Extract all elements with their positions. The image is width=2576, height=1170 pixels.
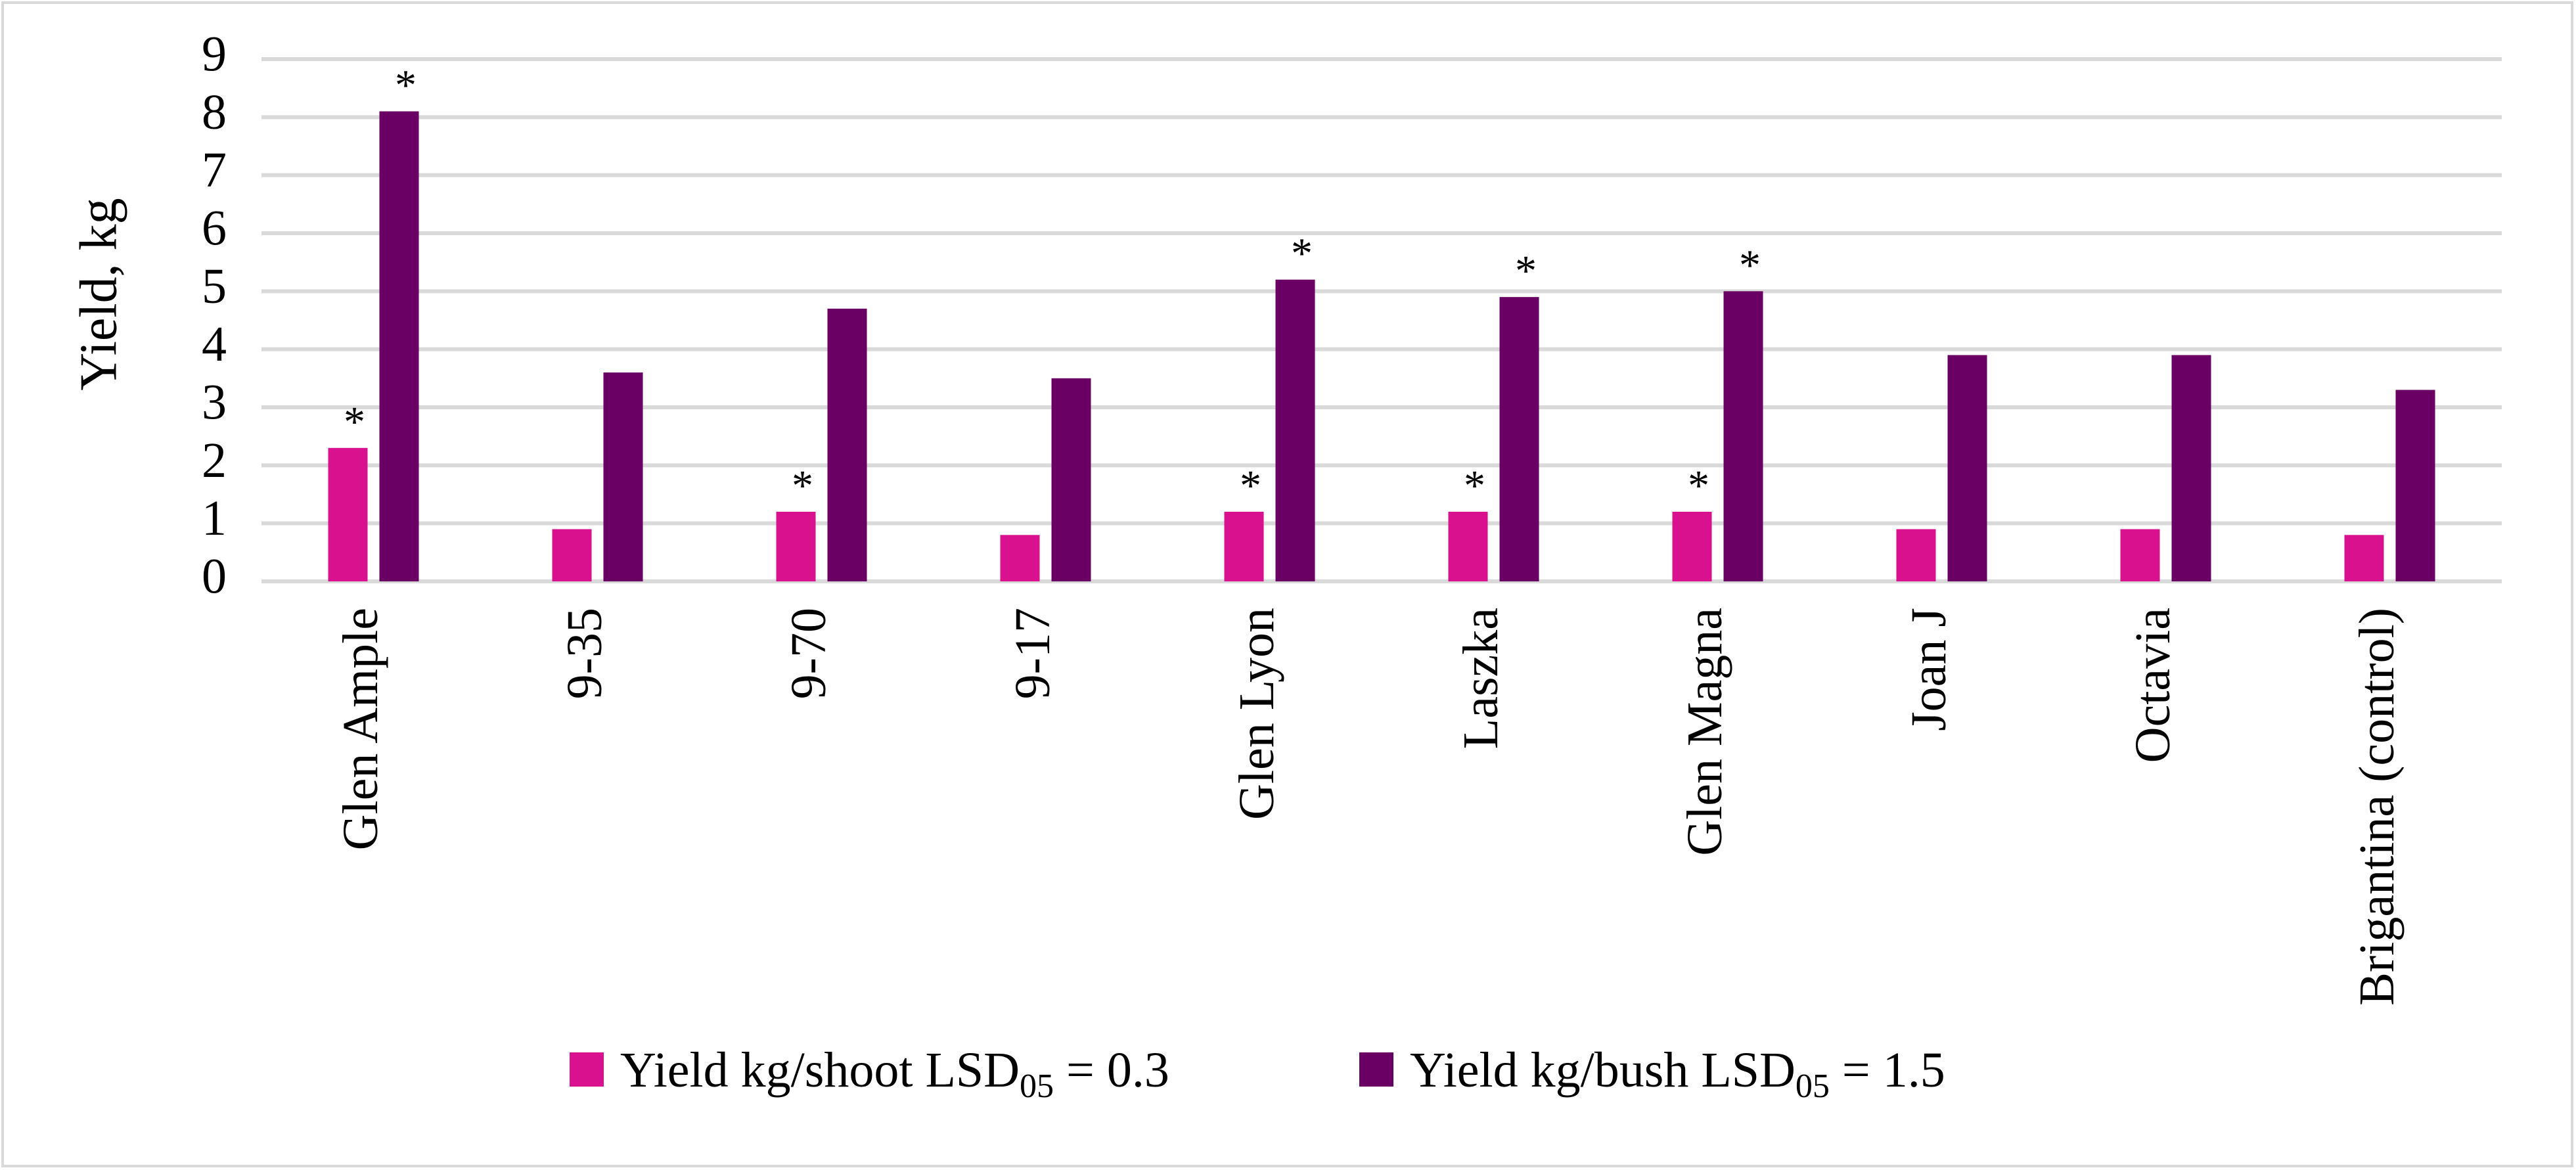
y-tick-label-7: 7	[202, 143, 227, 198]
legend-swatch-bush	[1359, 1052, 1393, 1087]
bars	[328, 111, 2435, 581]
x-category-label-9: Brigantina (control)	[2349, 608, 2405, 1006]
y-axis-title: Yield, kg	[70, 198, 127, 390]
significance-marker-s0-5: *	[1464, 462, 1485, 510]
bar-s1-8	[2171, 355, 2211, 581]
bar-s1-1	[603, 372, 643, 581]
legend-label-bush-tail: = 1.5	[1830, 1043, 1945, 1098]
y-tick-label-3: 3	[202, 374, 227, 430]
y-tick-label-4: 4	[202, 317, 227, 372]
x-category-label-2: 9-70	[781, 608, 836, 699]
x-category-label-8: Octavia	[2125, 608, 2181, 763]
bar-s1-6	[1723, 291, 1763, 581]
legend-label-shoot-main: Yield kg/shoot LSD	[620, 1043, 1020, 1098]
y-tick-label-0: 0	[202, 549, 227, 604]
bar-s0-8	[2120, 529, 2160, 581]
x-category-label-1: 9-35	[557, 608, 612, 699]
significance-marker-s0-0: *	[344, 398, 365, 446]
bar-s1-4	[1275, 279, 1315, 581]
bar-s1-7	[1947, 355, 1987, 581]
bar-s1-0	[379, 111, 419, 581]
x-category-label-6: Glen Magna	[1677, 608, 1732, 856]
legend-label-bush: Yield kg/bush LSD05 = 1.5	[1410, 1043, 1945, 1105]
bar-s1-2	[827, 308, 867, 581]
significance-marker-s1-4: *	[1291, 230, 1313, 278]
y-tick-label-2: 2	[202, 433, 227, 488]
y-tick-label-9: 9	[202, 26, 227, 81]
bar-s1-3	[1051, 378, 1091, 581]
bar-s0-2	[776, 512, 816, 581]
x-category-label-7: Joan J	[1901, 608, 1956, 731]
significance-marker-s1-5: *	[1515, 247, 1537, 295]
legend-swatch-shoot	[570, 1052, 604, 1087]
legend-label-shoot-tail: = 0.3	[1054, 1043, 1169, 1098]
bar-s0-3	[1000, 535, 1040, 581]
bar-s0-1	[552, 529, 592, 581]
significance-markers: * * * * * * * * *	[344, 62, 1761, 510]
bar-s1-5	[1499, 297, 1539, 581]
x-category-label-4: Glen Lyon	[1229, 608, 1284, 820]
bar-s1-9	[2395, 390, 2435, 581]
significance-marker-s0-6: *	[1688, 462, 1709, 510]
significance-marker-s1-0: *	[395, 62, 417, 110]
bar-s0-9	[2344, 535, 2384, 581]
significance-marker-s0-4: *	[1240, 462, 1261, 510]
significance-marker-s0-2: *	[792, 462, 813, 510]
y-tick-label-1: 1	[202, 491, 227, 546]
y-tick-label-6: 6	[202, 200, 227, 256]
legend: Yield kg/shoot LSD05 = 0.3 Yield kg/bush…	[570, 1043, 1945, 1105]
bar-s0-7	[1896, 529, 1936, 581]
bar-s0-5	[1448, 512, 1488, 581]
x-category-label-3: 9-17	[1005, 608, 1060, 699]
legend-label-bush-main: Yield kg/bush LSD	[1410, 1043, 1796, 1098]
legend-label-shoot-sub: 05	[1020, 1068, 1054, 1105]
legend-label-shoot: Yield kg/shoot LSD05 = 0.3	[620, 1043, 1169, 1105]
y-tick-label-8: 8	[202, 85, 227, 140]
x-category-label-5: Laszka	[1453, 608, 1508, 749]
y-tick-label-5: 5	[202, 259, 227, 314]
legend-label-bush-sub: 05	[1796, 1068, 1830, 1105]
x-axis-category-labels: Glen Ample 9-35 9-70 9-17 Glen Lyon Laszka Gle…	[333, 608, 2405, 1006]
significance-marker-s1-6: *	[1739, 241, 1761, 289]
bar-s0-6	[1672, 512, 1712, 581]
bar-s0-0	[328, 447, 368, 581]
bar-s0-4	[1224, 512, 1264, 581]
x-category-label-0: Glen Ample	[333, 608, 388, 850]
